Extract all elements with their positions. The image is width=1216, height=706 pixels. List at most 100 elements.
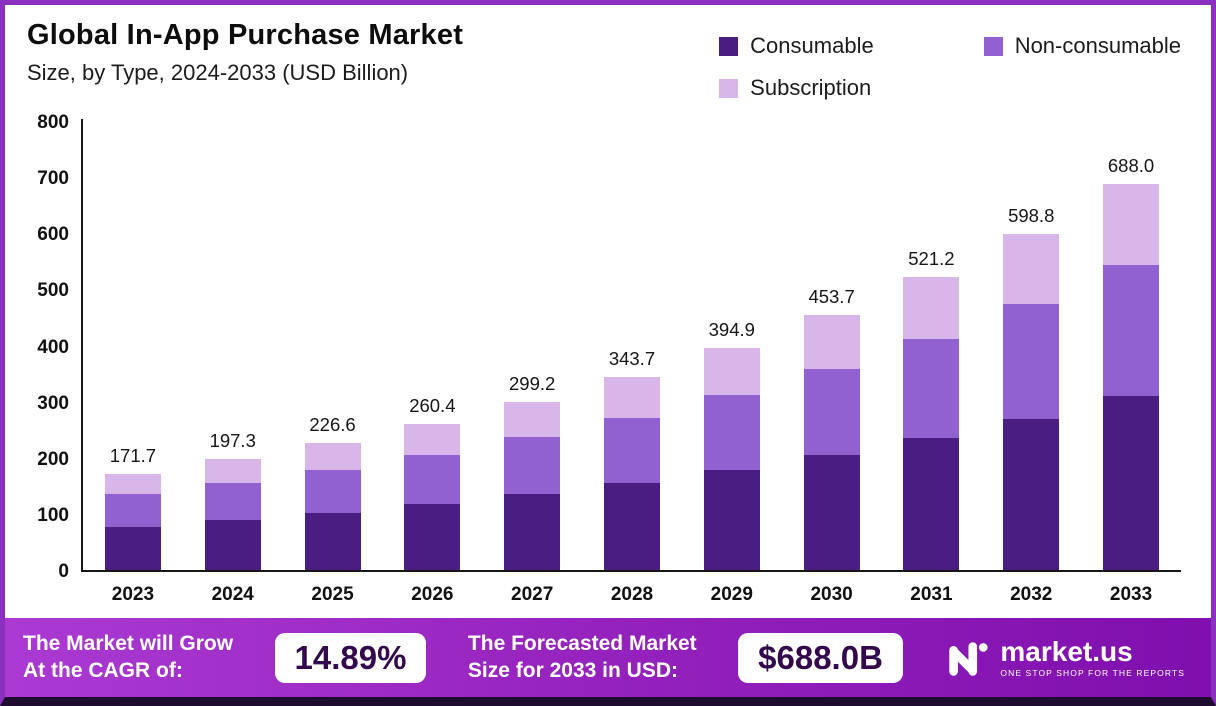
x-axis-label-2023: 2023 (111, 584, 155, 605)
bar-total-label: 453.7 (808, 286, 855, 308)
bar-total-label: 343.7 (608, 348, 656, 370)
bar-segment-consumable (204, 520, 261, 570)
legend-item-consumable: Consumable (719, 33, 874, 59)
bar-total-label: 598.8 (1008, 204, 1055, 226)
y-tick-label-0: 0 (58, 561, 69, 582)
y-tick-label-400: 400 (37, 336, 69, 358)
bar-stack-2028 (603, 377, 660, 570)
chart-header: Global In-App Purchase Market Size, by T… (5, 5, 1211, 117)
bar-segment-consumable (504, 494, 561, 570)
bar-group-2025: 226.6 (283, 119, 383, 570)
x-axis-label-2028: 2028 (610, 584, 654, 605)
page-title: Global In-App Purchase Market (27, 19, 464, 51)
bar-total-label: 197.3 (209, 430, 256, 452)
logo-text-wrap: market.us ONE STOP SHOP FOR THE REPORTS (1000, 635, 1185, 679)
logo-tagline: ONE STOP SHOP FOR THE REPORTS (1000, 668, 1185, 679)
plot-column: 171.7 197.3 226.6 260.4 299.2 343.7 394.9 453.7… (81, 119, 1181, 618)
x-axis-label-2029: 2029 (710, 584, 753, 605)
bar-group-2026: 260.4 (382, 119, 482, 570)
bar-segment-non-consumable (803, 368, 860, 456)
x-axis-label-2030: 2030 (810, 584, 853, 605)
bar-total-label: 521.2 (908, 248, 955, 270)
bar-segment-consumable (603, 483, 660, 570)
market-us-logo-icon (949, 641, 988, 676)
chart-area: 0 100 200 300 400 500 600 700 800 171.7 197.3 226.… (5, 112, 1211, 618)
bar-segment-consumable (903, 438, 960, 570)
forecast-value-badge: $688.0B (738, 632, 903, 683)
x-axis-labels: 2023 2024 2025 2026 2027 2028 2029 2030 2031 2032… (81, 572, 1181, 618)
x-axis-label-2025: 2025 (311, 584, 354, 605)
bar-stack-2033 (1103, 183, 1160, 570)
x-axis-label-2032: 2032 (1010, 584, 1053, 605)
bar-group-2031: 521.2 (882, 119, 982, 570)
bar-stack-2025 (304, 442, 361, 570)
bar-segment-subscription (404, 423, 461, 455)
title-block: Global In-App Purchase Market Size, by T… (27, 19, 463, 117)
bar-group-2028: 343.7 (582, 119, 682, 570)
legend-item-subscription: Subscription (719, 75, 874, 101)
x-axis-label-2026: 2026 (411, 584, 454, 605)
chart-legend: Consumable Non-consumable Subscription (719, 19, 1181, 117)
bar-stack-2032 (1003, 233, 1060, 570)
bar-segment-consumable (703, 470, 760, 570)
bar-segment-consumable (104, 526, 161, 570)
bar-stack-2023 (104, 473, 161, 570)
bar-segment-subscription (603, 377, 660, 418)
footer-banner: The Market will Grow At the CAGR of: 14.… (5, 618, 1211, 697)
y-tick-label-500: 500 (37, 280, 69, 302)
bar-stack-2026 (404, 423, 461, 570)
bar-segment-consumable (1003, 418, 1060, 570)
legend-swatch-non-consumable (983, 36, 1003, 56)
bar-group-2030: 453.7 (782, 119, 882, 570)
bar-group-2024: 197.3 (183, 119, 283, 570)
bar-segment-subscription (304, 442, 361, 470)
bar-segment-consumable (404, 504, 461, 570)
bar-segment-consumable (1103, 396, 1160, 570)
bar-stack-2024 (204, 459, 261, 570)
legend-swatch-consumable (719, 36, 739, 56)
bar-group-2032: 598.8 (981, 119, 1081, 570)
bar-stack-2030 (803, 315, 860, 570)
forecast-text-line1: The Forecasted Market (467, 632, 697, 656)
logo-wordmark: market.us (1000, 635, 1133, 667)
x-axis-label-2027: 2027 (511, 584, 554, 605)
cagr-value-badge: 14.89% (274, 632, 427, 683)
bar-group-2029: 394.9 (682, 119, 782, 570)
bar-segment-subscription (903, 277, 960, 339)
page-subtitle: Size, by Type, 2024-2033 (USD Billion) (27, 60, 409, 85)
bar-segment-non-consumable (404, 454, 461, 505)
bar-segment-non-consumable (1003, 304, 1060, 419)
legend-swatch-subscription (719, 78, 739, 98)
legend-label: Consumable (750, 33, 874, 58)
bar-segment-subscription (104, 473, 161, 494)
bar-stack-2029 (703, 348, 760, 570)
x-axis-label-2024: 2024 (211, 584, 254, 605)
bar-segment-non-consumable (703, 394, 760, 471)
bar-total-label: 171.7 (109, 444, 157, 466)
plot: 171.7 197.3 226.6 260.4 299.2 343.7 394.9 453.7… (81, 119, 1181, 572)
bar-stack-2031 (903, 277, 960, 570)
y-tick-label-800: 800 (37, 112, 69, 133)
forecast-text: The Forecasted Market Size for 2033 in U… (468, 631, 697, 684)
bar-segment-non-consumable (204, 482, 261, 521)
y-tick-label-300: 300 (37, 392, 69, 414)
cagr-text: The Market will Grow At the CAGR of: (23, 631, 233, 684)
bar-segment-consumable (304, 512, 361, 570)
y-axis: 0 100 200 300 400 500 600 700 800 (17, 112, 81, 582)
bar-total-label: 226.6 (309, 413, 356, 435)
bar-segment-subscription (803, 315, 860, 369)
bar-group-2027: 299.2 (482, 119, 582, 570)
bar-total-label: 394.9 (708, 319, 755, 341)
market-us-logo: market.us ONE STOP SHOP FOR THE REPORTS (944, 635, 1185, 681)
y-tick-label-600: 600 (37, 224, 69, 246)
x-axis-label-2031: 2031 (910, 584, 953, 605)
cagr-text-line2: At the CAGR of: (23, 658, 183, 682)
bar-segment-subscription (1003, 233, 1060, 305)
legend-label: Non-consumable (1014, 33, 1181, 58)
legend-label: Subscription (750, 75, 872, 100)
bar-segment-non-consumable (903, 338, 960, 439)
bar-segment-subscription (504, 402, 561, 438)
bar-total-label: 260.4 (409, 394, 456, 416)
x-axis-label-2033: 2033 (1109, 584, 1153, 605)
bar-segment-subscription (1103, 183, 1160, 265)
